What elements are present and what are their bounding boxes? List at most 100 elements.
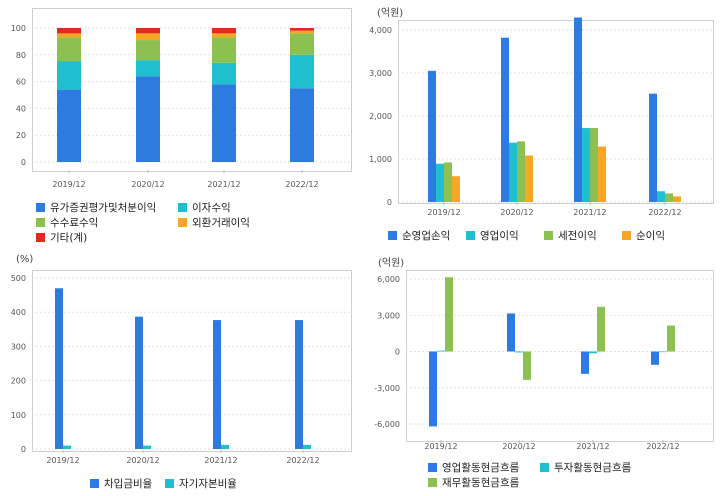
bar[interactable] xyxy=(649,93,657,202)
bar[interactable] xyxy=(509,142,517,202)
legend-swatch xyxy=(544,231,553,240)
bar[interactable] xyxy=(295,320,303,449)
legend-label: 순이익 xyxy=(636,230,665,242)
legend-item[interactable]: 투자활동현금흐름 xyxy=(540,460,631,475)
x-tick-label: 2019/12 xyxy=(424,442,457,451)
y-tick-label: 0 xyxy=(21,445,26,454)
bar[interactable] xyxy=(303,444,311,449)
legend-item[interactable]: 유가증권평가및처분이익 xyxy=(36,200,156,215)
y-tick-label: 6,000 xyxy=(377,275,400,284)
bar[interactable] xyxy=(444,162,452,202)
bar[interactable] xyxy=(657,191,665,202)
bar-segment[interactable] xyxy=(212,84,236,162)
bar[interactable] xyxy=(582,128,590,202)
bar[interactable] xyxy=(665,193,673,202)
legend-item[interactable]: 자기자본비율 xyxy=(165,476,237,491)
bar[interactable] xyxy=(651,351,659,365)
bar[interactable] xyxy=(597,306,605,352)
bar-segment[interactable] xyxy=(212,62,236,85)
bar[interactable] xyxy=(135,316,143,449)
bar[interactable] xyxy=(63,445,71,449)
legend-swatch xyxy=(466,231,475,240)
bar[interactable] xyxy=(429,351,437,427)
bar[interactable] xyxy=(507,313,515,352)
bar-segment[interactable] xyxy=(290,28,314,31)
bar[interactable] xyxy=(659,351,667,353)
bar[interactable] xyxy=(437,350,445,352)
bar[interactable] xyxy=(428,70,436,202)
chart-panel-profit: (억원) 0 1,000 2,000 3,000 4,000 2019/12 2020/12… xyxy=(360,0,720,248)
legend-swatch xyxy=(36,233,45,242)
legend-label: 세전이익 xyxy=(558,230,597,242)
bar-segment[interactable] xyxy=(57,37,81,62)
bar[interactable] xyxy=(589,351,597,354)
legend-item[interactable]: 세전이익 xyxy=(544,228,597,243)
bar[interactable] xyxy=(523,351,531,380)
bar-segment[interactable] xyxy=(57,33,81,38)
legend-swatch xyxy=(178,218,187,227)
legend-item[interactable]: 수수료수익 xyxy=(36,215,98,230)
bar[interactable] xyxy=(436,163,444,202)
x-tick-label: 2021/12 xyxy=(204,456,237,465)
chart-panel-revenue-mix: 0 20 40 60 80 100 2019/12 2020/12 2021/12 2022/12… xyxy=(0,0,360,248)
legend-item[interactable]: 영업활동현금흐름 xyxy=(428,460,519,475)
bar-segment[interactable] xyxy=(136,40,160,61)
bar[interactable] xyxy=(673,196,681,202)
bar-segment[interactable] xyxy=(212,28,236,34)
legend-item[interactable]: 재무활동현금흐름 xyxy=(428,475,519,490)
bar[interactable] xyxy=(581,351,589,374)
bar-segment[interactable] xyxy=(212,33,236,38)
bar[interactable] xyxy=(574,17,582,203)
bar[interactable] xyxy=(55,288,63,449)
y-tick-label: 100 xyxy=(11,411,26,420)
legend-item[interactable]: 영업이익 xyxy=(466,228,519,243)
bar-segment[interactable] xyxy=(136,60,160,77)
bar[interactable] xyxy=(445,277,453,352)
bar[interactable] xyxy=(515,351,523,353)
plot-area xyxy=(406,270,714,442)
bar-segment[interactable] xyxy=(290,30,314,34)
bar[interactable] xyxy=(590,128,598,202)
legend-item[interactable]: 기타(계) xyxy=(36,230,87,245)
legend-item[interactable]: 외환거래이익 xyxy=(178,215,250,230)
bar-segment[interactable] xyxy=(136,33,160,41)
bar[interactable] xyxy=(525,155,533,202)
legend-item[interactable]: 순영업손익 xyxy=(388,228,450,243)
bar-segment[interactable] xyxy=(290,54,314,89)
bar[interactable] xyxy=(598,146,606,202)
legend-label: 순영업손익 xyxy=(402,230,451,242)
bar-segment[interactable] xyxy=(212,37,236,63)
x-tick-label: 2020/12 xyxy=(500,208,533,217)
y-tick-label: 200 xyxy=(11,377,26,386)
unit-label: (억원) xyxy=(377,8,404,19)
bar-segment[interactable] xyxy=(290,33,314,55)
y-tick-label: 60 xyxy=(16,78,26,87)
bar[interactable] xyxy=(667,325,675,352)
x-tick-label: 2022/12 xyxy=(646,442,679,451)
bar-segment[interactable] xyxy=(136,28,160,34)
bar-segment[interactable] xyxy=(57,61,81,90)
legend-label: 외환거래이익 xyxy=(192,217,250,229)
y-tick-label: 100 xyxy=(11,24,26,33)
x-tick-label: 2022/12 xyxy=(286,456,319,465)
legend-label: 자기자본비율 xyxy=(179,478,237,490)
bar[interactable] xyxy=(221,444,229,449)
bar[interactable] xyxy=(517,141,525,202)
bar[interactable] xyxy=(143,445,151,449)
bar-segment[interactable] xyxy=(57,89,81,162)
bar-segment[interactable] xyxy=(290,88,314,162)
bar-segment[interactable] xyxy=(57,28,81,34)
bar[interactable] xyxy=(501,37,509,202)
legend-item[interactable]: 차입금비율 xyxy=(90,476,152,491)
chart-panel-cashflow: (억원) -6,000 -3,000 0 3,000 6,000 2019/12 2020/… xyxy=(360,248,720,496)
y-tick-label: 3,000 xyxy=(377,311,400,320)
legend-label: 재무활동현금흐름 xyxy=(442,477,520,489)
unit-label: (억원) xyxy=(378,258,405,269)
bar[interactable] xyxy=(213,320,221,449)
legend-item[interactable]: 순이익 xyxy=(622,228,665,243)
y-tick-label: 0 xyxy=(21,158,26,167)
bar[interactable] xyxy=(452,176,460,202)
bar-segment[interactable] xyxy=(136,76,160,162)
legend-item[interactable]: 이자수익 xyxy=(178,200,231,215)
